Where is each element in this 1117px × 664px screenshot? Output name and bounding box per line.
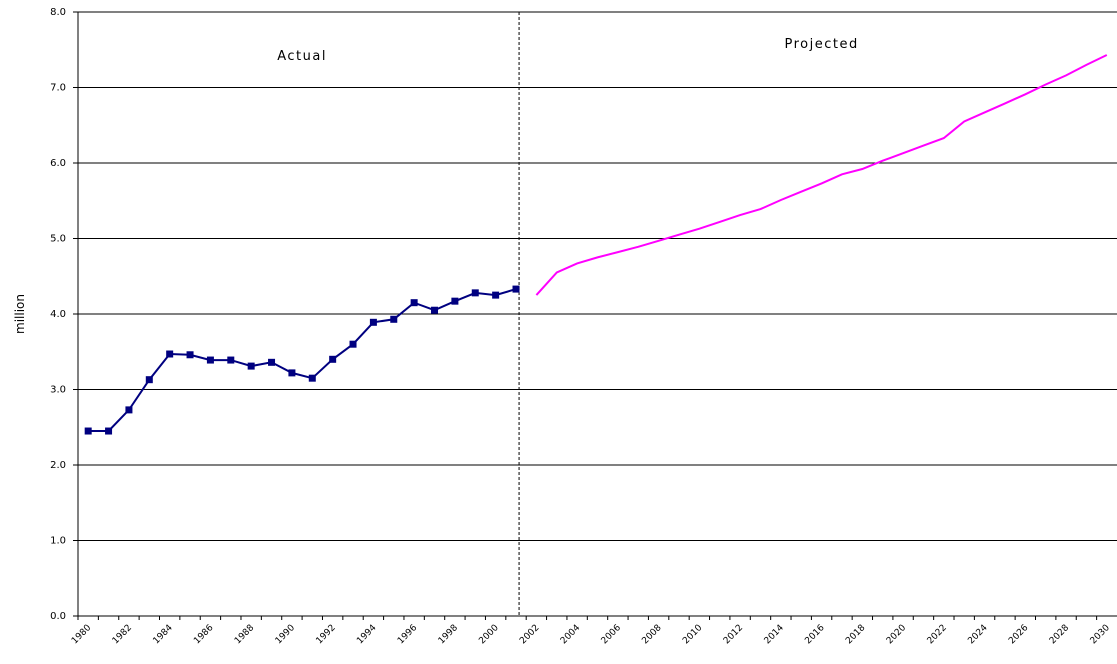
marker <box>471 289 479 297</box>
y-tick-label: 7.0 <box>50 83 66 94</box>
x-tick-label: 2004 <box>559 623 582 646</box>
y-tick-label: 8.0 <box>50 7 66 18</box>
x-tick-label: 1992 <box>315 623 338 646</box>
marker <box>268 358 276 366</box>
x-tick-label: 1986 <box>192 623 215 646</box>
y-tick-label: 2.0 <box>50 460 66 471</box>
marker <box>125 406 133 414</box>
marker <box>410 299 418 307</box>
marker <box>369 318 377 326</box>
y-tick-label: 1.0 <box>50 536 66 547</box>
y-axis-label: million <box>13 294 27 334</box>
x-tick-label: 2030 <box>1089 623 1112 646</box>
marker <box>451 297 459 305</box>
series-line <box>535 54 1108 296</box>
marker <box>288 369 296 377</box>
marker <box>247 362 255 370</box>
marker <box>206 356 214 364</box>
x-tick-label: 1996 <box>396 623 419 646</box>
y-tick-label: 0.0 <box>50 611 66 622</box>
x-tick-label: 2022 <box>926 623 949 646</box>
marker <box>84 427 92 435</box>
x-tick-label: 2002 <box>518 623 541 646</box>
y-tick-label: 4.0 <box>50 309 66 320</box>
x-tick-label: 1988 <box>233 623 256 646</box>
x-tick-label: 2006 <box>600 623 623 646</box>
x-tick-label: 2020 <box>885 623 908 646</box>
x-tick-label: 2012 <box>722 623 745 646</box>
y-tick-label: 5.0 <box>50 234 66 245</box>
x-tick-label: 1998 <box>437 623 460 646</box>
marker <box>349 340 357 348</box>
marker <box>145 376 153 384</box>
x-tick-label: 2016 <box>803 623 826 646</box>
marker <box>105 427 113 435</box>
x-tick-label: 2008 <box>640 623 663 646</box>
marker <box>166 350 174 358</box>
x-tick-label: 1994 <box>355 623 378 646</box>
x-tick-label: 1982 <box>111 623 134 646</box>
x-tick-label: 1980 <box>70 623 93 646</box>
x-tick-label: 2014 <box>763 623 786 646</box>
marker <box>186 351 194 359</box>
annotation: Projected <box>784 37 858 52</box>
x-tick-label: 2000 <box>477 623 500 646</box>
x-tick-label: 2024 <box>966 623 989 646</box>
marker <box>227 356 235 364</box>
marker <box>492 291 500 299</box>
x-tick-label: 2010 <box>681 623 704 646</box>
marker <box>431 306 439 314</box>
series-line <box>88 288 517 432</box>
marker <box>329 355 337 363</box>
marker <box>308 374 316 382</box>
y-tick-label: 3.0 <box>50 385 66 396</box>
y-tick-label: 6.0 <box>50 158 66 169</box>
x-tick-label: 2028 <box>1048 623 1071 646</box>
marker <box>390 315 398 323</box>
x-tick-label: 2026 <box>1007 623 1030 646</box>
x-tick-label: 2018 <box>844 623 867 646</box>
marker <box>512 285 520 293</box>
annotation: Actual <box>277 49 327 64</box>
x-tick-label: 1990 <box>274 623 297 646</box>
x-tick-label: 1984 <box>152 623 175 646</box>
